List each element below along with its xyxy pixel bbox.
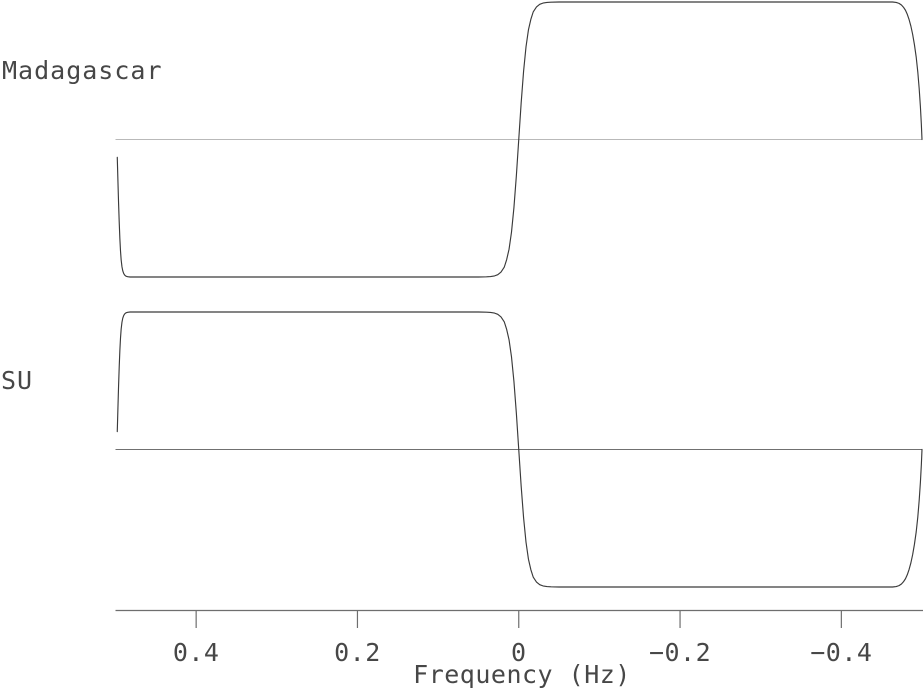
series-label-su: SU: [1, 366, 34, 395]
x-tick-label-neg0p2: −0.2: [648, 638, 712, 667]
x-axis-title: Frequency (Hz): [413, 660, 631, 689]
x-tick-label-0: 0: [510, 638, 527, 667]
x-tick-label-0p4: 0.4: [172, 638, 220, 667]
x-tick-label-0p2: 0.2: [334, 638, 381, 667]
x-tick-label-neg0p4: −0.4: [810, 638, 873, 667]
series-label-madagascar: Madagascar: [2, 56, 163, 85]
